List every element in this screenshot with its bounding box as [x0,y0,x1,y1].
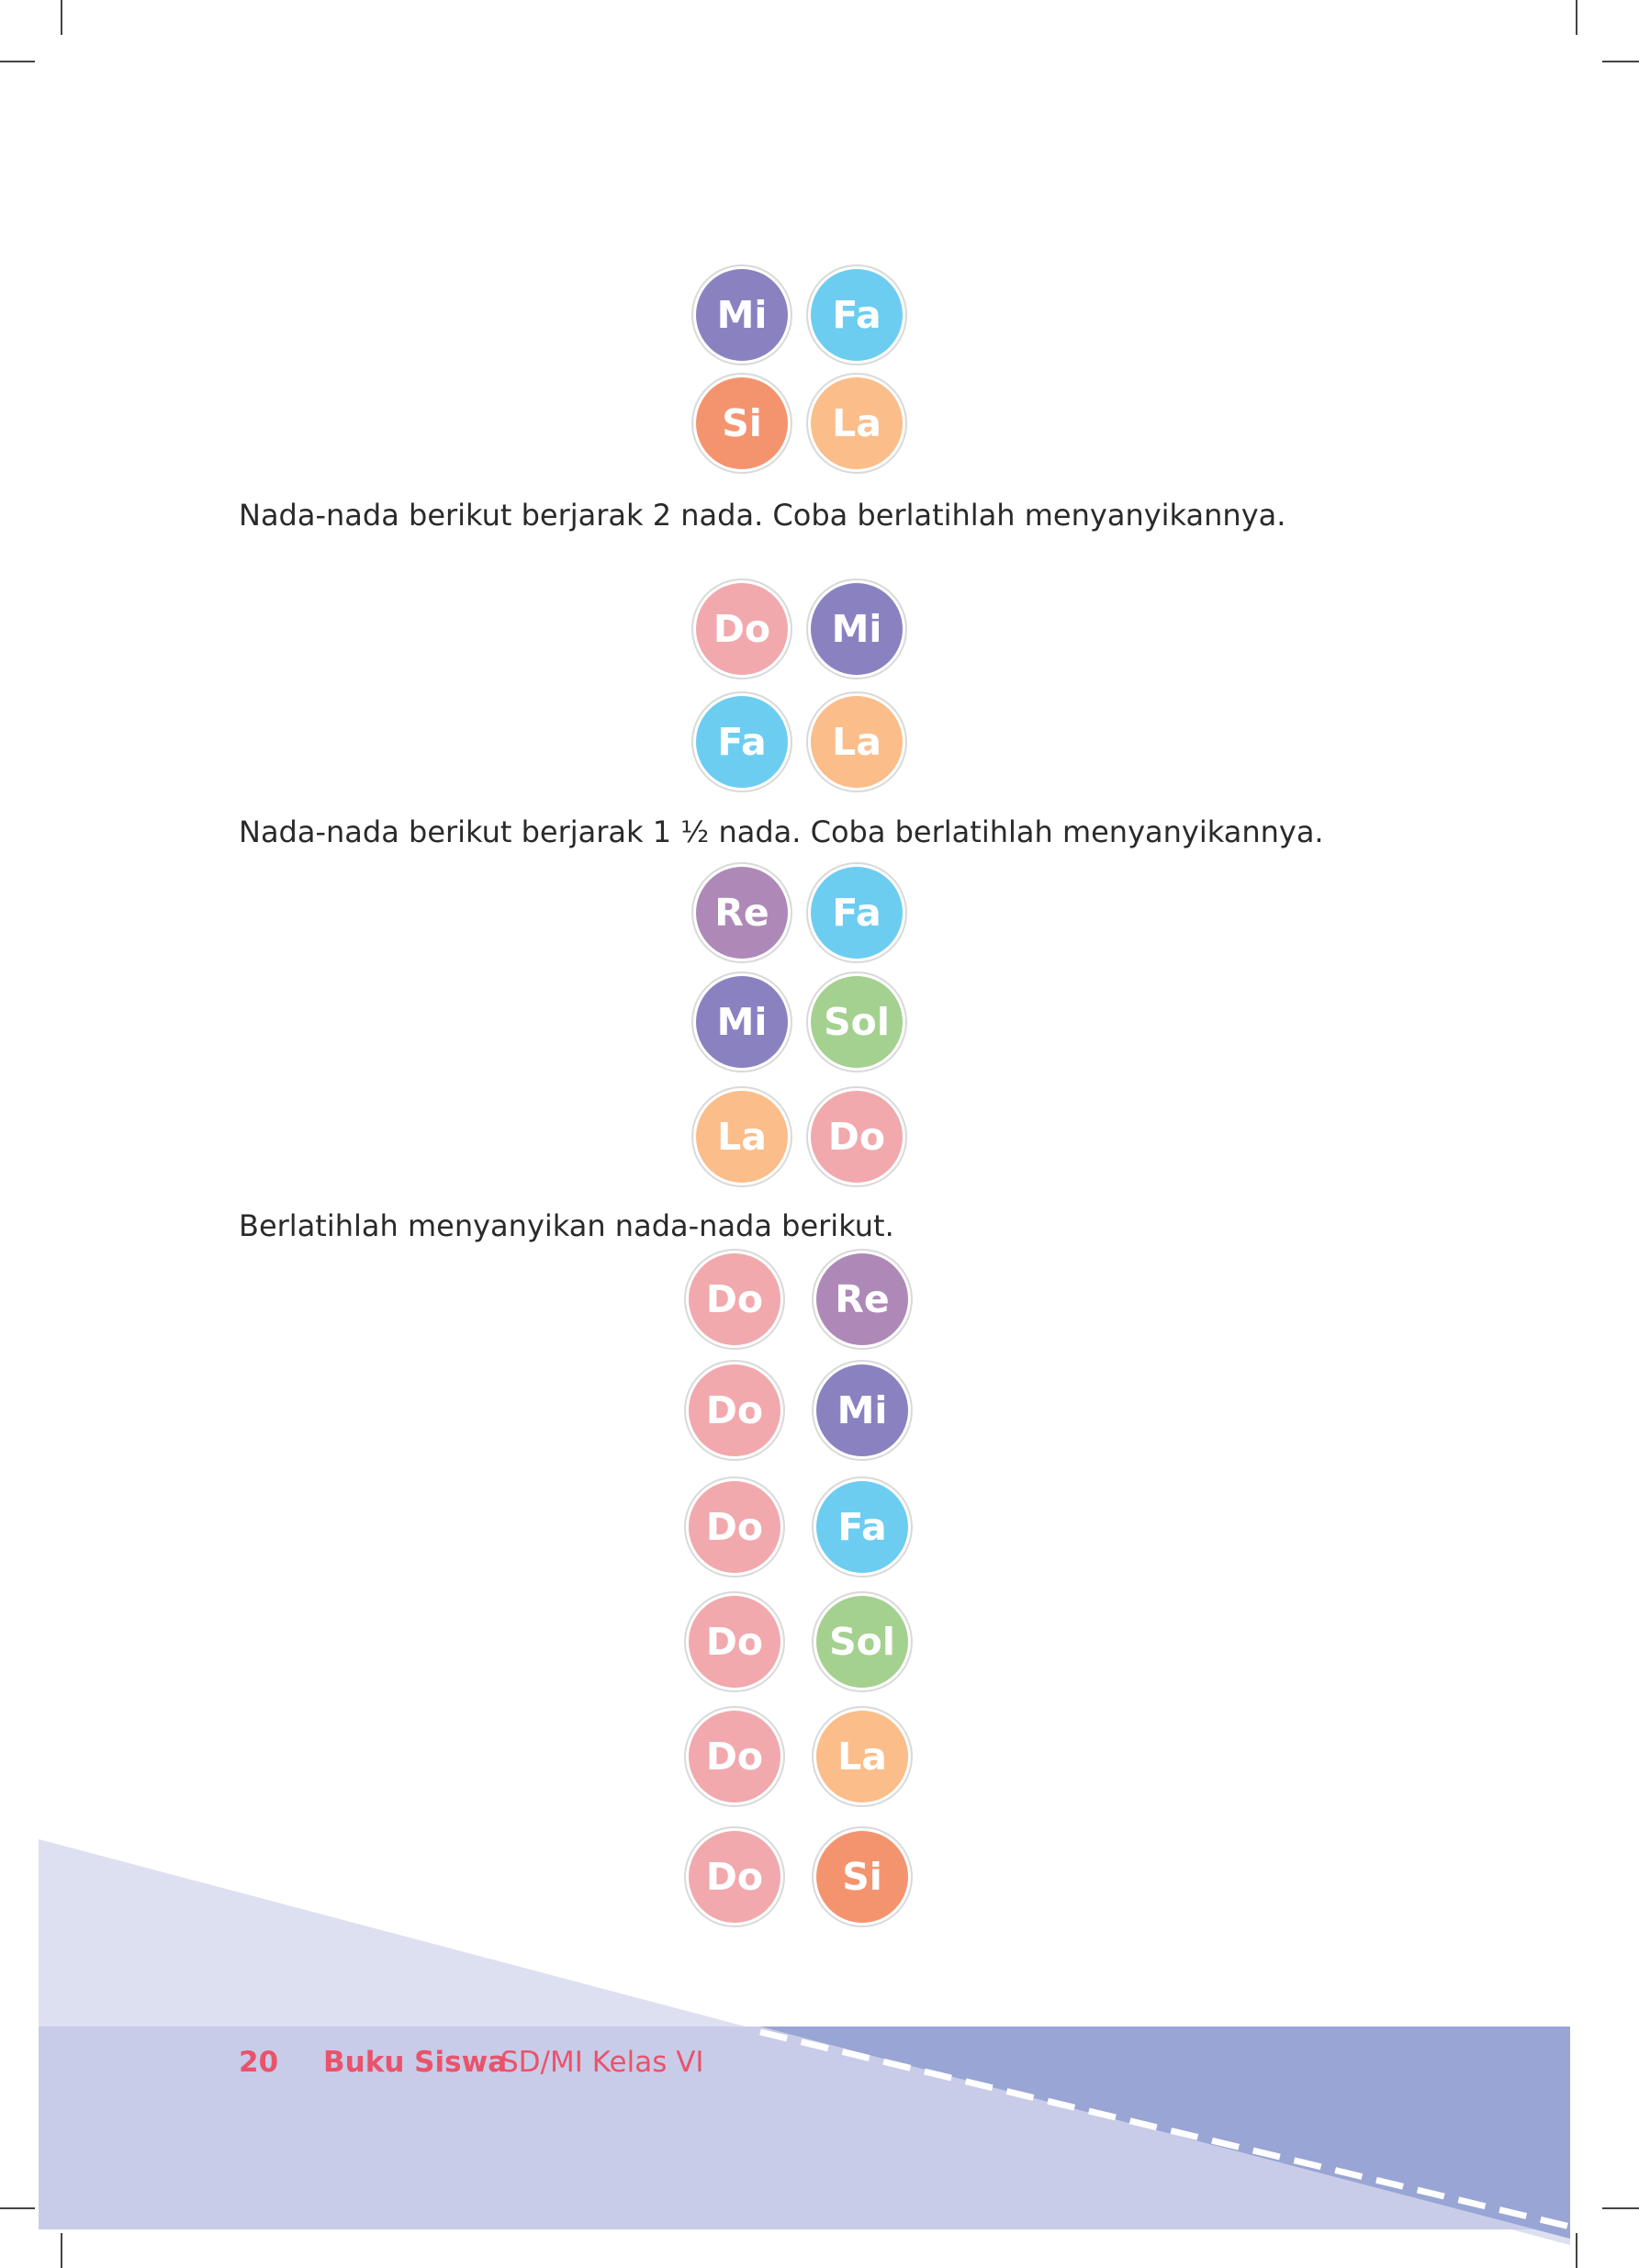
crop-mark [61,0,62,35]
note-circle: Do [696,583,788,675]
note-circle: Mi [696,976,788,1068]
instruction-text: Nada-nada berikut berjarak 1 ½ nada. Cob… [239,814,1324,849]
note-circle: Do [689,1711,780,1802]
note-circle: La [811,377,903,469]
book-subtitle: SD/MI Kelas VI [500,2046,704,2079]
crop-mark [1576,2233,1577,2268]
crop-mark [0,61,35,62]
note-circle: Sol [811,976,903,1068]
note-circle: Mi [696,269,788,361]
note-circle: Do [811,1091,903,1183]
note-circle: Si [696,377,788,469]
book-title: Buku Siswa [323,2046,508,2079]
crop-mark [1602,2207,1639,2209]
note-circle: Do [689,1364,780,1456]
note-circle: Re [696,867,788,959]
note-circle: Fa [696,696,788,788]
note-circle: Si [816,1831,908,1923]
crop-mark [1602,61,1639,62]
instruction-text: Nada-nada berikut berjarak 2 nada. Coba … [239,498,1286,533]
note-circle: Fa [811,269,903,361]
crop-mark [1576,0,1577,35]
note-circle: La [696,1091,788,1183]
note-circle: Do [689,1831,780,1923]
note-circle: Mi [811,583,903,675]
note-circle: La [811,696,903,788]
note-circle: Do [689,1596,780,1688]
crop-mark [61,2233,62,2268]
note-circle: Fa [811,867,903,959]
note-circle: Sol [816,1596,908,1688]
note-circle: Re [816,1253,908,1345]
instruction-text: Berlatihlah menyanyikan nada-nada beriku… [239,1208,894,1243]
page-number: 20 [239,2046,279,2079]
note-circle: La [816,1711,908,1802]
crop-mark [0,2207,35,2209]
note-circle: Mi [816,1364,908,1456]
note-circle: Do [689,1481,780,1573]
note-circle: Do [689,1253,780,1345]
note-circle: Fa [816,1481,908,1573]
